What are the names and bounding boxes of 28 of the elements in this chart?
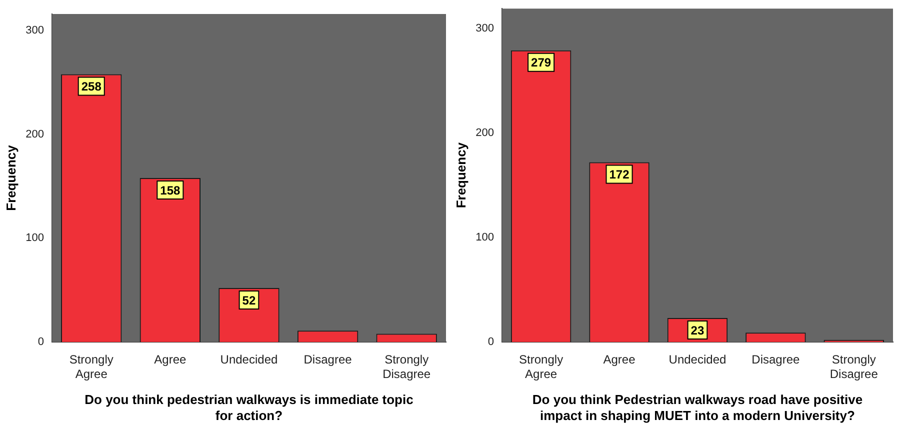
x-tick-label: Strongly Disagree [382, 352, 431, 381]
y-tick-label: 100 [476, 232, 494, 244]
y-tick-label: 200 [476, 127, 494, 140]
data-label: 23 [690, 323, 704, 338]
y-axis-title: Frequency [3, 144, 18, 211]
x-tick-label: Strongly Agree [69, 352, 114, 381]
x-tick-label: Strongly Disagree [830, 352, 878, 381]
y-axis-title: Frequency [453, 142, 468, 208]
data-label: 172 [609, 168, 630, 182]
y-tick-label: 0 [38, 336, 44, 348]
x-tick-label: Agree [154, 352, 186, 367]
x-axis-title: Do you think pedestrian walkways is immediate topic for action? [84, 392, 414, 423]
x-tick-label: Undecided [668, 352, 726, 367]
y-tick-label: 300 [476, 22, 494, 34]
data-label: 279 [531, 56, 552, 70]
y-tick-label: 0 [488, 336, 494, 348]
x-tick-label: Agree [603, 352, 636, 367]
x-axis-title: Do you think Pedestrian walkways road have positive impact in shaping MUET into a modern University? [532, 392, 863, 423]
data-label: 258 [81, 80, 102, 94]
data-label: 52 [242, 293, 256, 308]
x-tick-label: Disagree [304, 352, 352, 367]
y-tick-label: 300 [26, 24, 44, 37]
x-tick-label: Disagree [752, 352, 800, 367]
y-tick-label: 200 [26, 128, 44, 140]
data-label: 158 [160, 183, 180, 198]
x-tick-label: Strongly Agree [519, 352, 564, 381]
y-tick-label: 100 [26, 232, 44, 244]
x-tick-label: Undecided [220, 352, 278, 367]
